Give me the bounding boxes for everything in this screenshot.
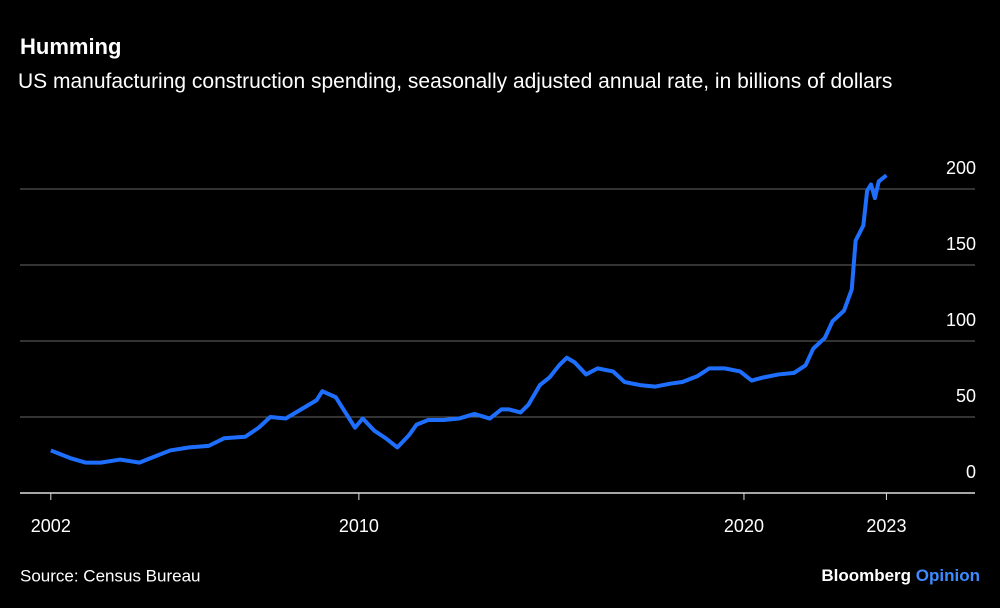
subtitle-box: US manufacturing construction spending, …	[18, 70, 893, 93]
x-tick-label: 2020	[724, 516, 764, 536]
brand: Bloomberg Opinion	[821, 566, 980, 585]
x-tick-label: 2023	[866, 516, 906, 536]
x-tick-label: 2010	[339, 516, 379, 536]
y-tick-label: 200	[946, 158, 976, 178]
y-tick-label: 0	[966, 462, 976, 482]
source: Source: Census Bureau	[20, 566, 201, 585]
y-tick-label: 50	[956, 386, 976, 406]
x-tick-label: 2002	[31, 516, 71, 536]
y-tick-label: 100	[946, 310, 976, 330]
chart-subtitle: US manufacturing construction spending, …	[18, 70, 893, 93]
brand-section: Opinion	[916, 566, 980, 585]
chart-title: Humming	[20, 34, 121, 59]
y-tick-label: 150	[946, 234, 976, 254]
data-line	[50, 173, 888, 465]
brand-name: Bloomberg	[821, 566, 911, 585]
